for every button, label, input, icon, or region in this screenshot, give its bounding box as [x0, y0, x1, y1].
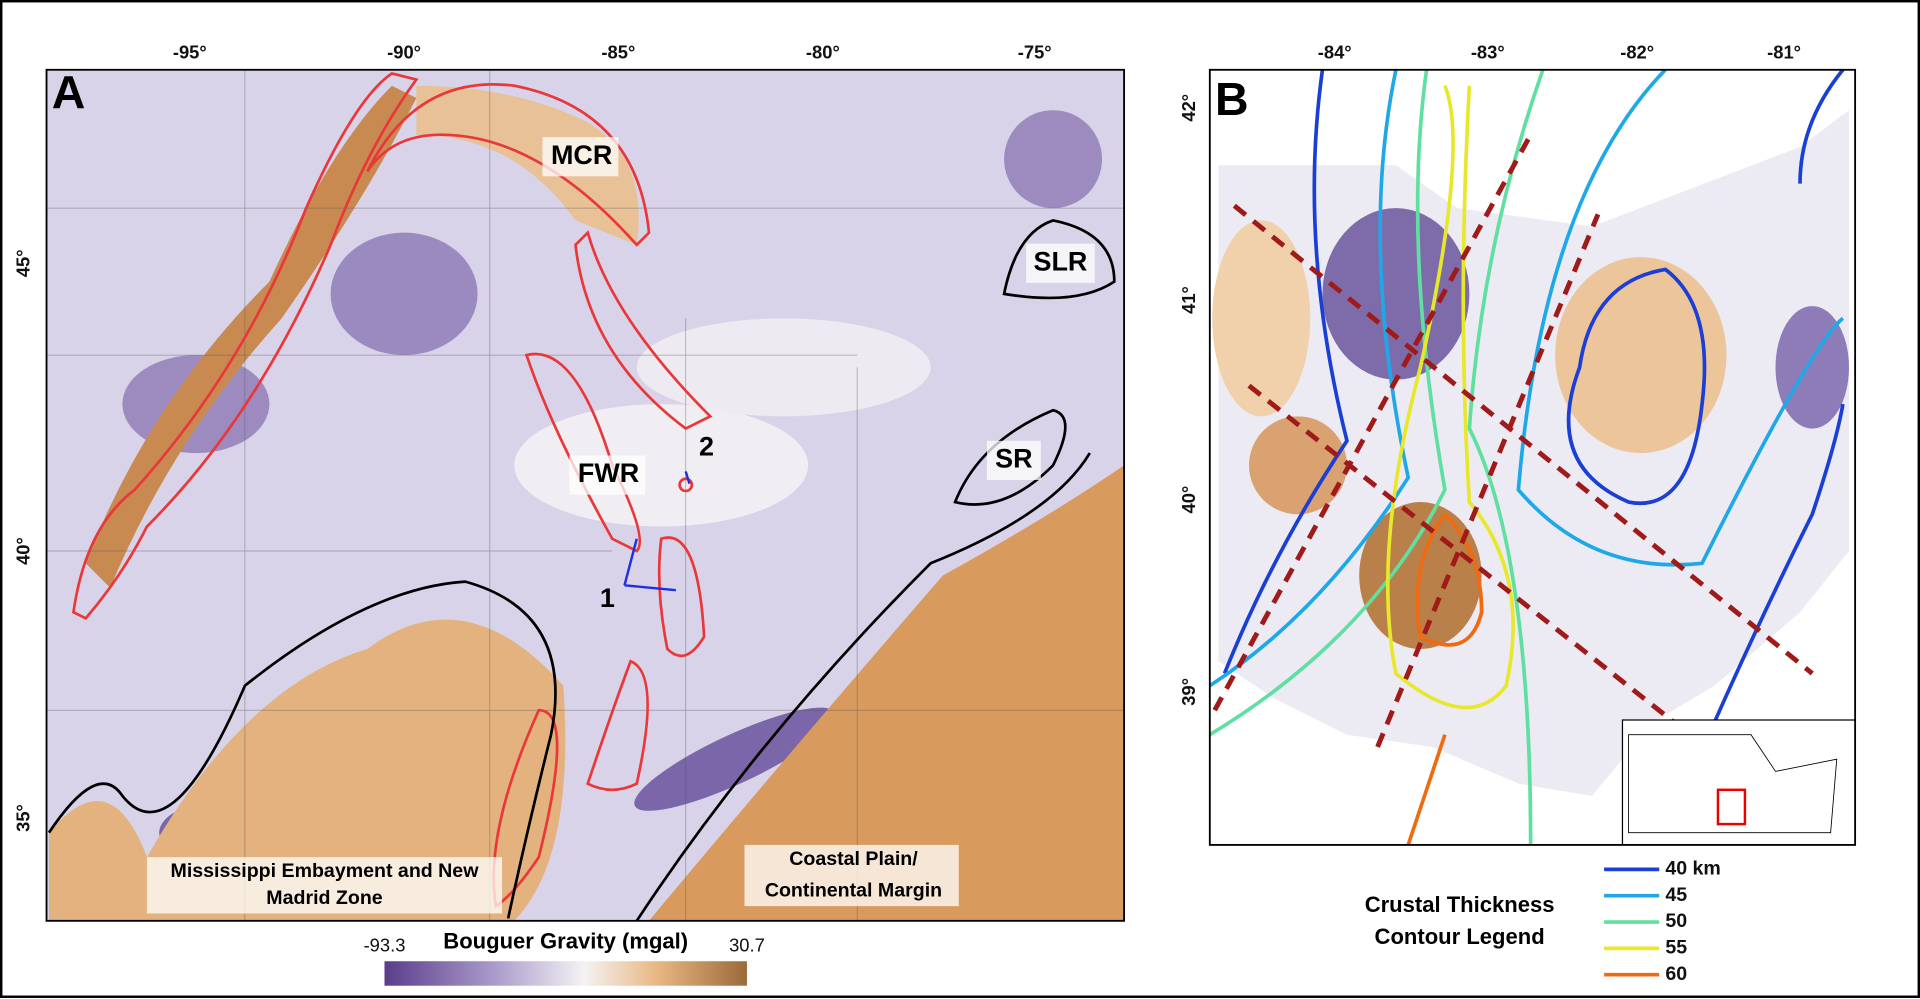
lat-tick-label: 41°: [1178, 286, 1199, 314]
thickness-map: [1209, 69, 1856, 845]
region-label: FWR: [578, 458, 639, 488]
lon-tick-label: -80°: [806, 42, 840, 63]
panel-label: A: [52, 66, 86, 118]
legend-title: Crustal Thickness: [1365, 892, 1555, 917]
legend-title: Contour Legend: [1375, 924, 1545, 949]
region-label: SLR: [1033, 246, 1087, 276]
label-background: [569, 455, 646, 495]
legend-label: 60: [1665, 963, 1687, 985]
region-label: SR: [995, 444, 1032, 474]
colorbar-max: 30.7: [729, 934, 765, 955]
lon-tick-label: -83°: [1471, 42, 1505, 63]
lon-tick-label: -84°: [1318, 42, 1352, 63]
label-background: [1026, 243, 1095, 283]
region-note: Coastal Plain/: [789, 848, 918, 870]
colorbar: [384, 961, 747, 986]
lat-tick-label: 35°: [12, 804, 33, 832]
lon-tick-label: -95°: [173, 42, 207, 63]
colorbar-min: -93.3: [364, 934, 406, 955]
label-background: [146, 857, 503, 914]
lat-tick-label: 42°: [1178, 94, 1199, 122]
region-note: Mississippi Embayment and New: [171, 860, 480, 882]
lat-tick-label: 40°: [12, 537, 33, 565]
legend-label: 50: [1665, 910, 1687, 932]
legend-label: 55: [1665, 937, 1687, 959]
label-background: [542, 137, 619, 177]
lon-tick-label: -85°: [601, 42, 635, 63]
map-frame: [1208, 68, 1857, 846]
lat-tick-label: 40°: [1178, 486, 1199, 514]
lon-tick-label: -82°: [1620, 42, 1654, 63]
lon-tick-label: -75°: [1018, 42, 1052, 63]
lon-tick-label: -81°: [1767, 42, 1801, 63]
label-background: [986, 440, 1041, 481]
lon-tick-label: -90°: [387, 42, 421, 63]
label-background: [744, 844, 959, 907]
region-note: Madrid Zone: [266, 887, 382, 909]
region-label: MCR: [551, 140, 612, 170]
map-frame: [45, 68, 1126, 922]
legend-label: 40 km: [1665, 858, 1721, 880]
region-note: Continental Margin: [765, 880, 942, 902]
colorbar-title: Bouguer Gravity (mgal): [443, 929, 688, 954]
lat-tick-label: 39°: [1178, 678, 1199, 706]
gravity-map: [46, 69, 1125, 921]
point-label: 2: [699, 431, 714, 461]
legend-label: 45: [1665, 884, 1687, 906]
lat-tick-label: 45°: [12, 249, 33, 277]
point-label: 1: [600, 583, 615, 613]
panel-label: B: [1215, 73, 1249, 125]
